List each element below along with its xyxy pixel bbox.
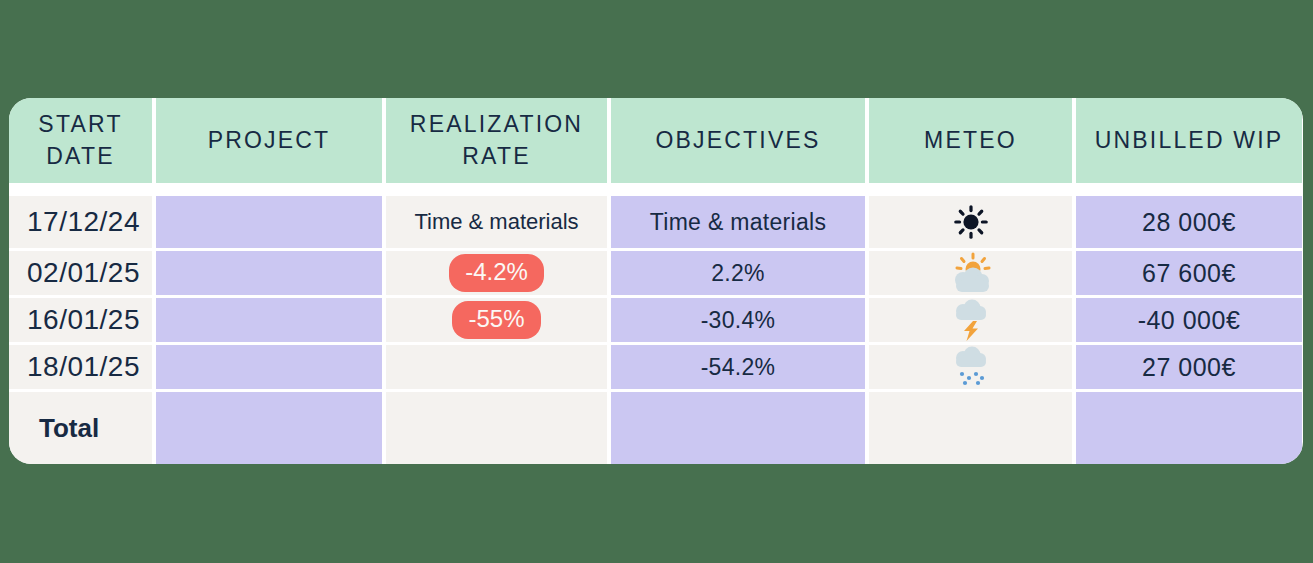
column-header-objectives: OBJECTIVES xyxy=(611,98,865,193)
canvas-background: START DATE PROJECT REALIZATION RATE OBJE… xyxy=(0,0,1313,563)
column-header-realization-rate: REALIZATION RATE xyxy=(386,98,607,193)
column-header-meteo: METEO xyxy=(869,98,1072,193)
realization-rate-text: Time & materials xyxy=(414,209,578,235)
cell-unbilled-wip-total xyxy=(1076,392,1302,464)
wip-summary-table: START DATE PROJECT REALIZATION RATE OBJE… xyxy=(9,98,1303,464)
cell-unbilled-wip: -40 000€ xyxy=(1076,298,1302,342)
cell-project xyxy=(156,196,382,248)
cell-realization-rate: Time & materials xyxy=(386,196,607,248)
cell-start-date: 18/01/25 xyxy=(9,345,152,389)
cell-objectives: Time & materials xyxy=(611,196,865,248)
column-header-project: PROJECT xyxy=(156,98,382,193)
cell-unbilled-wip: 67 600€ xyxy=(1076,251,1302,295)
cell-objectives: 2.2% xyxy=(611,251,865,295)
cell-meteo xyxy=(869,196,1072,248)
cell-project-total xyxy=(156,392,382,464)
total-label: Total xyxy=(9,392,152,464)
cell-unbilled-wip: 27 000€ xyxy=(1076,345,1302,389)
column-header-unbilled-wip: UNBILLED WIP xyxy=(1076,98,1302,193)
cell-meteo-total xyxy=(869,392,1072,464)
cell-realization-rate xyxy=(386,345,607,389)
sun-behind-cloud-icon xyxy=(948,252,994,294)
cell-project xyxy=(156,298,382,342)
cell-objectives: -54.2% xyxy=(611,345,865,389)
negative-rate-badge: -4.2% xyxy=(449,254,544,293)
cell-unbilled-wip: 28 000€ xyxy=(1076,196,1302,248)
cloud-lightning-icon xyxy=(951,298,991,342)
negative-rate-badge: -55% xyxy=(452,301,540,340)
cloud-rain-icon xyxy=(951,346,991,388)
cell-start-date: 02/01/25 xyxy=(9,251,152,295)
cell-objectives: -30.4% xyxy=(611,298,865,342)
black-sun-icon xyxy=(952,203,990,241)
cell-project xyxy=(156,251,382,295)
cell-start-date: 17/12/24 xyxy=(9,196,152,248)
cell-realization-rate: -55% xyxy=(386,298,607,342)
cell-start-date: 16/01/25 xyxy=(9,298,152,342)
cell-meteo xyxy=(869,251,1072,295)
cell-realization-rate-total xyxy=(386,392,607,464)
cell-objectives-total xyxy=(611,392,865,464)
cell-project xyxy=(156,345,382,389)
column-header-start-date: START DATE xyxy=(9,98,152,193)
cell-realization-rate: -4.2% xyxy=(386,251,607,295)
cell-meteo xyxy=(869,298,1072,342)
cell-meteo xyxy=(869,345,1072,389)
